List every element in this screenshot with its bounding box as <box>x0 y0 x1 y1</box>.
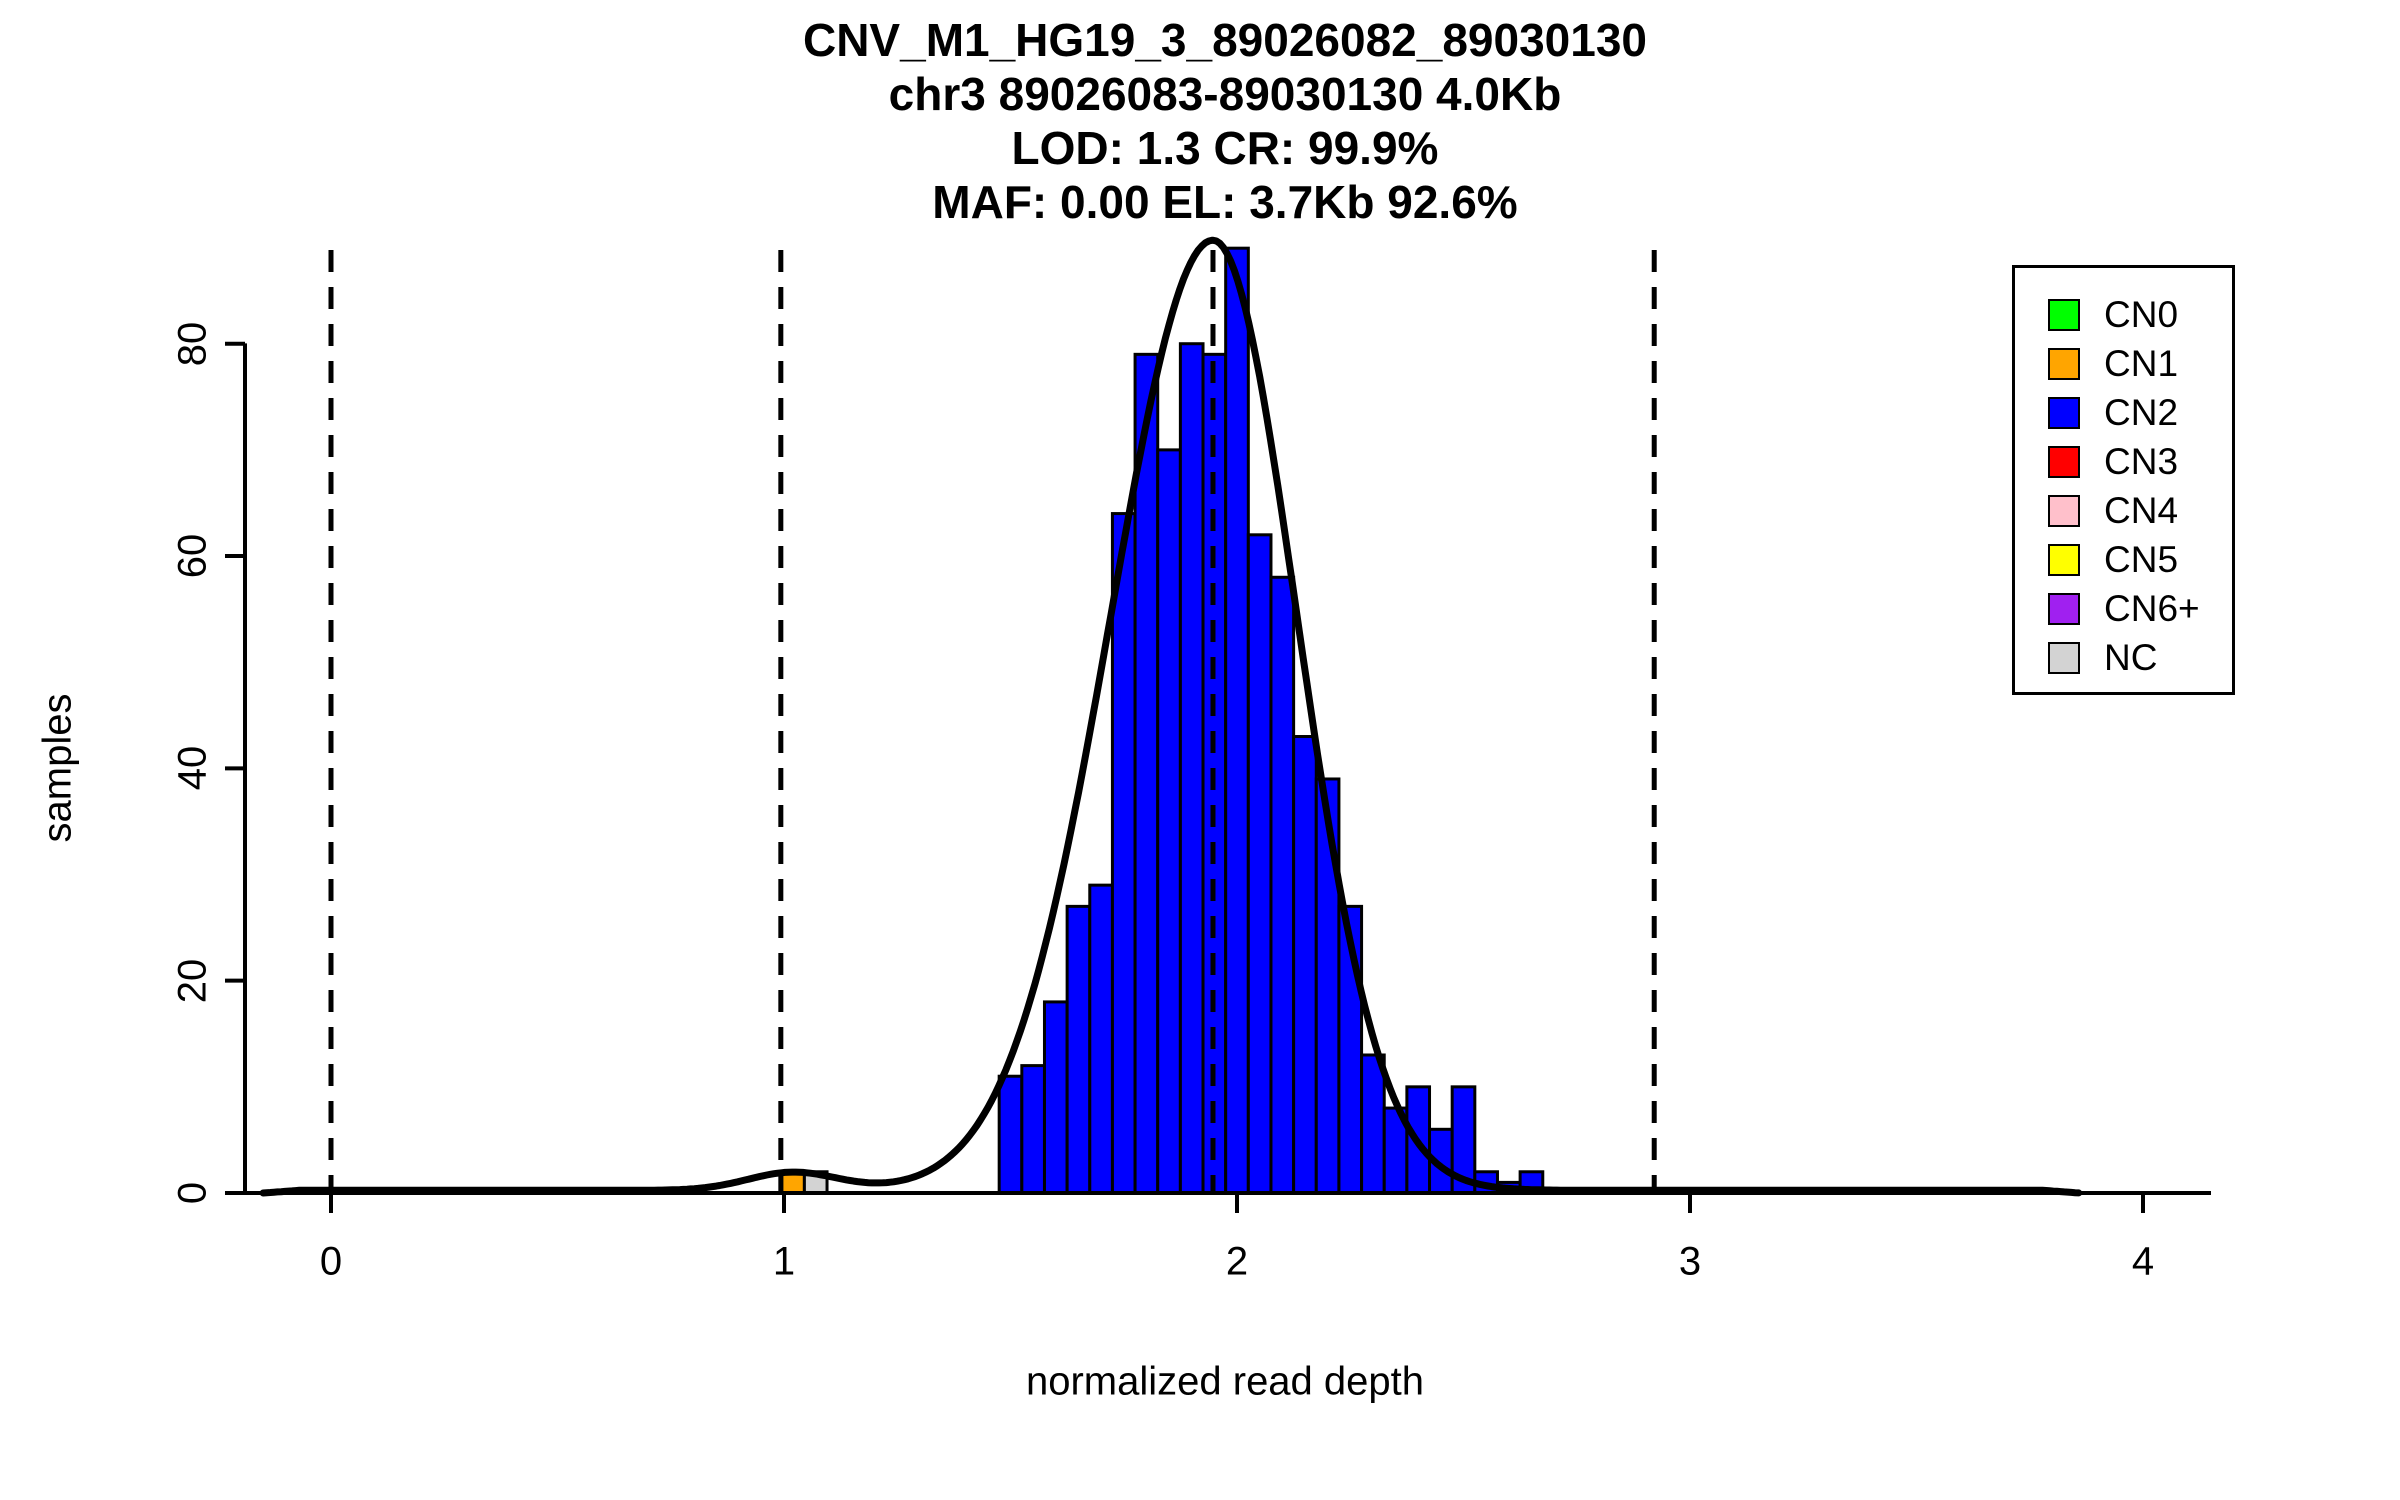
legend-row-nc: NC <box>2015 633 2232 682</box>
legend-label: CN2 <box>2104 392 2179 433</box>
x-tick-label-4: 4 <box>2131 1239 2155 1284</box>
histogram-bar-cn2 <box>1360 1053 1386 1195</box>
x-axis-title: normalized read depth <box>1025 1359 1425 1404</box>
histogram-bar-cn2 <box>1178 342 1205 1195</box>
legend-row-cn3: CN3 <box>2015 437 2232 486</box>
legend-row-cn2: CN2 <box>2015 388 2232 437</box>
plot-title-line-1: CNV_M1_HG19_3_89026082_89030130 <box>802 14 1648 66</box>
legend-swatch-icon <box>2048 641 2080 674</box>
legend-label: CN4 <box>2104 490 2179 531</box>
histogram-bar-cn2 <box>1088 883 1114 1195</box>
legend-label: CN1 <box>2104 343 2179 384</box>
plot-title-line-4: MAF: 0.00 EL: 3.7Kb 92.6% <box>932 176 1518 228</box>
legend-swatch-icon <box>2048 592 2080 625</box>
histogram-bar-cn2 <box>1042 1000 1069 1195</box>
y-tick-label-40: 40 <box>170 746 215 791</box>
legend-label: CN5 <box>2104 539 2179 580</box>
legend-row-cn4: CN4 <box>2015 486 2232 535</box>
legend-row-cn0: CN0 <box>2015 290 2232 339</box>
legend-label: CN0 <box>2104 294 2179 335</box>
y-axis-title: samples <box>35 693 80 843</box>
legend-row-cn6plus: CN6+ <box>2015 584 2232 633</box>
legend-label: CN3 <box>2104 441 2179 482</box>
histogram-bar-cn2 <box>1156 448 1182 1195</box>
legend-swatch-icon <box>2048 396 2080 429</box>
legend-label: NC <box>2104 637 2158 678</box>
histogram-bar-cn2 <box>1314 777 1341 1195</box>
histogram-bar-cn2 <box>997 1074 1024 1195</box>
histogram-bar-cn2 <box>1246 533 1273 1195</box>
histogram-bar-cn2 <box>1292 735 1318 1195</box>
x-tick-label-3: 3 <box>1678 1239 1702 1284</box>
legend-row-cn1: CN1 <box>2015 339 2232 388</box>
y-tick-label-60: 60 <box>170 533 215 579</box>
legend-swatch-icon <box>2048 543 2080 576</box>
y-tick-label-0: 0 <box>170 1181 215 1205</box>
density-curve <box>259 236 2083 1197</box>
x-tick-label-1: 1 <box>772 1239 796 1284</box>
plot-title-line-3: LOD: 1.3 CR: 99.9% <box>1011 122 1439 174</box>
y-tick-label-20: 20 <box>170 958 215 1003</box>
histogram-bar-cn2 <box>1020 1064 1046 1195</box>
histogram-bar-cn2 <box>1224 246 1250 1195</box>
legend-label: CN6+ <box>2104 588 2200 629</box>
legend-swatch-icon <box>2048 298 2080 331</box>
x-tick-label-2: 2 <box>1225 1239 1249 1284</box>
legend: CN0 CN1 CN2 CN3 CN4 CN5 CN6+ NC <box>2012 265 2235 695</box>
histogram-bar-cn2 <box>1065 904 1092 1195</box>
legend-swatch-icon <box>2048 494 2080 527</box>
legend-swatch-icon <box>2048 347 2080 380</box>
legend-swatch-icon <box>2048 445 2080 478</box>
plot-title-line-2: chr3 89026083-89030130 4.0Kb <box>888 68 1562 120</box>
histogram-bar-cn2 <box>1269 575 1296 1195</box>
y-tick-label-80: 80 <box>170 321 215 366</box>
x-tick-label-0: 0 <box>319 1239 343 1284</box>
legend-row-cn5: CN5 <box>2015 535 2232 584</box>
histogram-bar-cn2 <box>1110 512 1137 1195</box>
